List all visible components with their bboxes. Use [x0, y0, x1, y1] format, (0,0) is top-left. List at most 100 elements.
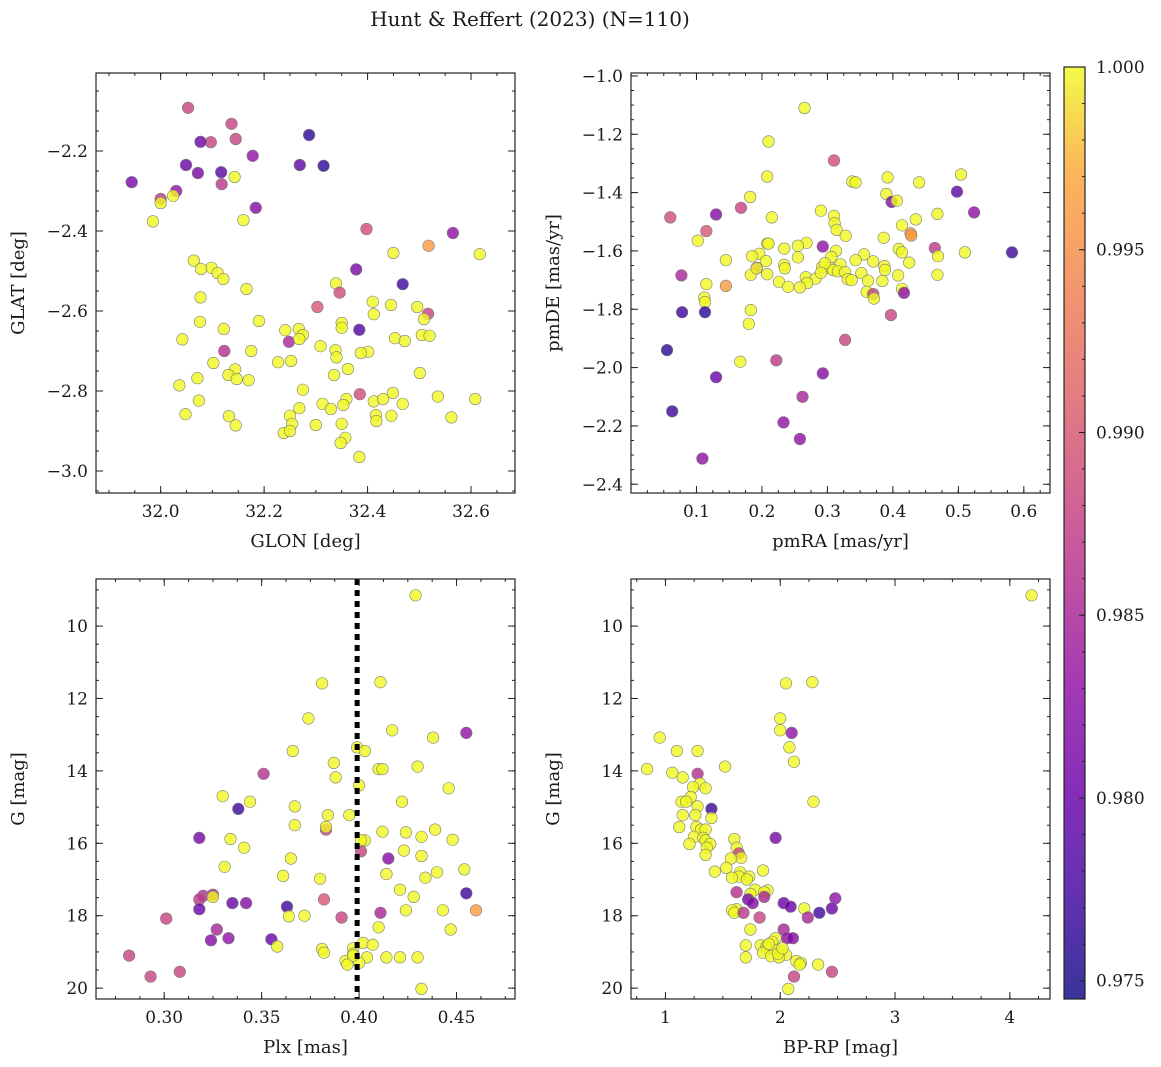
scatter-point — [232, 802, 245, 816]
scatter-point — [816, 240, 829, 253]
scatter-point — [679, 795, 693, 808]
scatter-point — [330, 351, 343, 364]
scatter-point — [303, 128, 316, 142]
scatter-point — [786, 932, 800, 945]
y-axis-label: pmDE [mas/yr] — [543, 214, 564, 352]
scatter-point — [931, 250, 945, 263]
scatter-point — [909, 213, 922, 226]
scatter-point — [787, 755, 801, 768]
scatter-point — [207, 356, 220, 370]
scatter-point — [814, 204, 828, 217]
scatter-point — [225, 117, 238, 130]
scatter-point — [967, 206, 981, 219]
scatter-point — [370, 414, 383, 428]
scatter-point — [224, 832, 237, 846]
scatter-point — [740, 873, 754, 886]
scatter-point — [413, 366, 426, 380]
scatter-point — [417, 312, 431, 326]
x-tick-label: 0.30 — [145, 1008, 183, 1028]
scatter-point — [387, 246, 400, 260]
scatter-point — [311, 300, 324, 314]
scatter-point — [302, 712, 315, 725]
scatter-point — [366, 938, 379, 951]
scatter-point — [744, 304, 757, 317]
scatter-point — [774, 724, 787, 737]
scatter-point — [242, 374, 255, 387]
scatter-point — [783, 741, 796, 754]
scatter-point — [333, 286, 346, 299]
scatter-point — [335, 417, 348, 430]
scatter-point — [298, 909, 311, 922]
scatter-point — [816, 367, 829, 380]
scatter-point — [419, 871, 432, 884]
scatter-point — [327, 756, 340, 770]
scatter-point — [218, 860, 231, 873]
scatter-point — [756, 864, 770, 877]
scatter-point — [897, 286, 911, 300]
scatter-point — [761, 170, 774, 183]
x-tick-label: 3 — [890, 1008, 901, 1028]
scatter-point — [341, 362, 355, 376]
y-tick-label: 16 — [66, 834, 88, 854]
colorbar-frame — [1063, 66, 1086, 1000]
scatter-point — [317, 893, 331, 906]
y-tick-label: 10 — [601, 617, 623, 637]
scatter-point — [385, 409, 398, 422]
scatter-point — [398, 334, 411, 348]
scatter-point — [769, 831, 782, 845]
scatter-point — [358, 744, 372, 758]
scatter-point — [293, 158, 306, 172]
scatter-point — [718, 760, 732, 773]
scatter-point — [473, 248, 486, 261]
scatter-point — [774, 712, 787, 725]
scatter-point — [360, 222, 373, 236]
scatter-point — [217, 322, 230, 336]
scatter-point — [700, 225, 713, 238]
scatter-point — [229, 132, 242, 146]
scatter-point — [411, 760, 424, 773]
scatter-point — [429, 823, 442, 836]
y-tick-label: 12 — [66, 689, 88, 709]
scatter-point — [193, 831, 206, 845]
scatter-point — [698, 295, 712, 309]
scatter-point — [343, 808, 356, 822]
scatter-point — [353, 450, 366, 464]
scatter-point — [396, 397, 409, 410]
scatter-point — [380, 951, 393, 964]
scatter-point — [350, 263, 363, 276]
colorbar-tick-label: 0.980 — [1096, 789, 1145, 809]
scatter-point — [867, 292, 881, 305]
scatter-point — [284, 354, 298, 368]
scatter-point — [431, 390, 445, 403]
scatter-point — [778, 242, 791, 255]
scatter-point — [891, 269, 905, 282]
scatter-point — [814, 266, 828, 279]
scatter-point — [192, 394, 205, 407]
scatter-point — [206, 890, 219, 904]
scatter-point — [246, 149, 259, 162]
x-axis-label: pmRA [mas/yr] — [772, 531, 909, 552]
scatter-point — [374, 906, 387, 919]
scatter-point — [384, 298, 398, 312]
scatter-point — [194, 262, 208, 276]
scatter-point — [750, 262, 763, 275]
scatter-point — [334, 436, 347, 450]
y-tick-label: 20 — [66, 979, 88, 999]
scatter-point — [386, 386, 400, 400]
scatter-point — [825, 902, 839, 915]
axes-frame — [95, 72, 516, 494]
scatter-point — [293, 402, 306, 415]
scatter-point — [354, 346, 367, 360]
y-axis-label: GLAT [deg] — [8, 231, 29, 335]
scatter-point — [699, 782, 712, 795]
scatter-points — [640, 589, 1038, 996]
scatter-point — [746, 896, 759, 910]
y-tick-label: −1.2 — [582, 125, 623, 145]
scatter-point — [876, 274, 889, 288]
scatter-point — [719, 254, 733, 267]
y-axis-label: G [mag] — [8, 752, 29, 825]
figure-title: Hunt & Reffert (2023) (N=110) — [370, 7, 690, 31]
scatter-point — [210, 923, 223, 936]
x-tick-label: 0.1 — [683, 502, 710, 522]
